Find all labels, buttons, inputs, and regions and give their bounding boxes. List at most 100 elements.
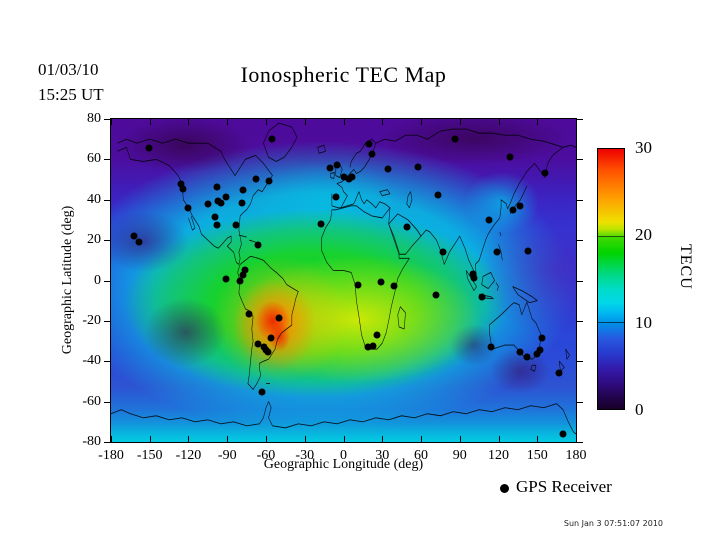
- y-tick-mark: [104, 401, 110, 403]
- gps-dot: [265, 177, 273, 185]
- x-tick-mark: [420, 119, 422, 125]
- colorbar-tick-label: 10: [635, 312, 652, 332]
- x-tick-label: 30: [375, 448, 390, 463]
- x-tick-label: -60: [256, 448, 276, 463]
- x-tick-mark: [227, 436, 229, 442]
- gps-dot: [222, 275, 230, 283]
- x-tick-mark: [498, 436, 500, 442]
- y-tick-mark: [577, 199, 583, 201]
- x-tick-label: 90: [452, 448, 467, 463]
- gps-dot: [369, 342, 377, 350]
- x-tick-mark: [265, 436, 267, 442]
- x-tick-label: 180: [565, 448, 587, 463]
- gps-dot: [541, 169, 549, 177]
- gps-dot: [333, 161, 341, 169]
- x-tick-mark: [227, 119, 229, 125]
- y-tick-mark: [104, 119, 110, 120]
- gps-dot: [354, 281, 362, 289]
- gps-dot: [470, 274, 478, 282]
- x-tick-mark: [382, 436, 384, 442]
- y-tick-mark: [577, 119, 583, 120]
- y-tick-label: 40: [87, 191, 101, 207]
- gps-dot: [384, 165, 392, 173]
- observation-date: 01/03/10: [38, 60, 99, 79]
- x-tick-mark: [576, 119, 577, 125]
- gps-dot: [559, 430, 567, 438]
- y-tick-mark: [577, 320, 583, 322]
- y-tick-mark: [104, 199, 110, 201]
- gps-dot: [348, 173, 356, 181]
- x-tick-mark: [459, 119, 461, 125]
- gps-dot: [469, 270, 477, 278]
- x-tick-label: 120: [488, 448, 509, 463]
- gps-dot: [222, 193, 230, 201]
- y-tick-mark: [104, 320, 110, 322]
- x-tick-mark: [420, 436, 422, 442]
- x-tick-mark: [149, 436, 151, 442]
- y-tick-mark: [104, 159, 110, 161]
- x-tick-label: -180: [98, 448, 124, 463]
- gps-dot: [254, 340, 262, 348]
- gps-dot: [268, 135, 276, 143]
- gps-dot: [432, 291, 440, 299]
- gps-dot: [332, 193, 340, 201]
- gps-dot: [213, 221, 221, 229]
- gps-receiver-legend: GPS Receiver: [500, 477, 612, 497]
- x-tick-label: -30: [295, 448, 315, 463]
- gps-dot: [364, 343, 372, 351]
- gps-dot: [414, 163, 422, 171]
- x-tick-label: 0: [340, 448, 347, 463]
- generation-timestamp: Sun Jan 3 07:51:07 2010: [563, 519, 663, 528]
- y-tick-mark: [577, 442, 583, 443]
- gps-receiver-legend-label: GPS Receiver: [516, 477, 612, 496]
- y-tick-label: 80: [87, 111, 101, 126]
- y-tick-mark: [577, 159, 583, 161]
- gps-dot: [232, 221, 240, 229]
- page-title: Ionospheric TEC Map: [240, 62, 447, 87]
- gps-dot: [213, 183, 221, 191]
- gps-dot: [177, 180, 185, 188]
- gps-dot: [506, 153, 514, 161]
- observation-time: 15:25 UT: [38, 84, 104, 104]
- gps-dot: [365, 140, 373, 148]
- gps-dot: [533, 350, 541, 358]
- gps-dot: [258, 388, 266, 396]
- tec-map-plot: -180 -150 -120 -90 -60 -30 0 30 60 90 120 150 180 80 6…: [82, 111, 586, 463]
- gps-dot: [238, 199, 246, 207]
- x-tick-mark: [537, 119, 539, 125]
- gps-dot: [239, 186, 247, 194]
- gps-dot: [373, 331, 381, 339]
- gps-dot: [179, 185, 187, 193]
- tec-heatmap-field: [111, 119, 576, 442]
- gps-dot: [434, 191, 442, 198]
- gps-dot: [145, 144, 153, 152]
- gps-dot: [211, 213, 219, 221]
- y-tick-mark: [577, 361, 583, 363]
- y-tick-mark: [104, 361, 110, 363]
- gps-dot: [275, 314, 283, 322]
- gps-dot: [252, 175, 260, 183]
- gps-dot: [326, 164, 334, 172]
- y-tick-mark: [577, 280, 583, 282]
- gps-dot: [130, 232, 138, 240]
- gps-dot: [135, 238, 143, 246]
- gps-dot: [516, 202, 524, 210]
- x-tick-mark: [459, 436, 461, 442]
- gps-dot: [368, 150, 376, 158]
- x-tick-mark: [188, 436, 190, 442]
- gps-dot: [555, 369, 563, 377]
- gps-dot: [390, 282, 398, 290]
- y-tick-label: -80: [82, 434, 101, 449]
- gps-dot: [439, 248, 447, 256]
- y-tick-mark: [577, 240, 583, 242]
- colorbar-divider-line: [598, 322, 624, 324]
- gps-dot: [493, 248, 501, 256]
- x-tick-mark: [498, 119, 500, 125]
- y-tick-mark: [104, 240, 110, 242]
- x-tick-label: -120: [175, 448, 202, 463]
- gps-dot: [267, 334, 275, 342]
- gps-dot: [245, 310, 253, 318]
- x-tick-mark: [188, 119, 190, 125]
- x-tick-mark: [304, 436, 306, 442]
- gps-dot: [239, 271, 247, 279]
